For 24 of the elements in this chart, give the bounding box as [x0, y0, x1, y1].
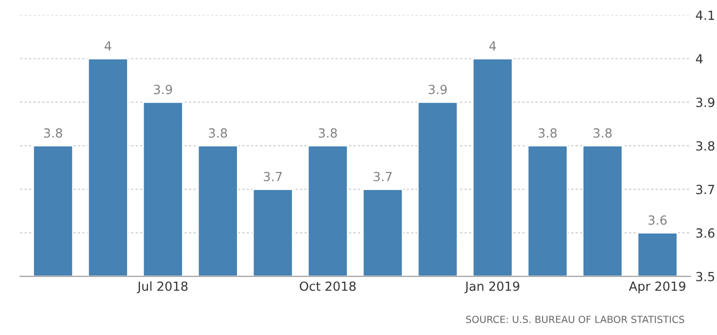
y-tick-label: 3.7 — [696, 184, 714, 194]
data-label: 3.8 — [318, 128, 337, 138]
data-label: 3.9 — [428, 84, 447, 94]
x-tick-label: Apr 2019 — [628, 281, 686, 294]
data-label: 3.8 — [208, 128, 227, 138]
data-label: 3.7 — [374, 172, 392, 182]
y-tick-label: 3.8 — [696, 141, 714, 151]
x-tick-label: Jan 2019 — [464, 281, 520, 294]
data-label: 4 — [104, 41, 112, 50]
x-tick-label: Oct 2018 — [300, 281, 356, 291]
data-label: 3.8 — [44, 128, 62, 138]
data-label: 3.8 — [594, 128, 612, 138]
data-label: 3.8 — [538, 128, 557, 138]
source-note: SOURCE: U.S. BUREAU OF LABOR STATISTICS — [466, 316, 684, 324]
x-tick-label: Jul 2018 — [136, 281, 188, 294]
y-tick-label: 3.6 — [696, 228, 714, 238]
y-tick-label: 3.9 — [696, 98, 714, 108]
data-label: 3.9 — [154, 84, 172, 94]
y-tick-label: 4 — [696, 54, 703, 64]
data-label: 3.6 — [648, 215, 667, 225]
y-tick-label: 4.1 — [696, 10, 714, 20]
y-tick-label: 3.5 — [696, 272, 714, 282]
data-label: 4 — [489, 41, 496, 50]
data-label: 3.7 — [264, 172, 282, 182]
